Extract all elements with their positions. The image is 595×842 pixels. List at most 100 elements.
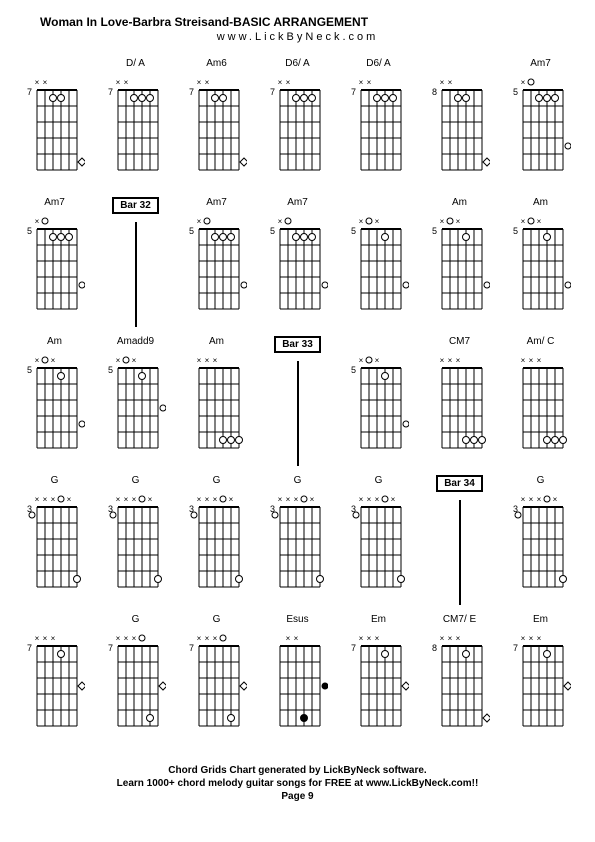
svg-text:×: × xyxy=(528,356,533,365)
svg-text:×: × xyxy=(196,634,201,643)
chord-cell: D6/ A××7 xyxy=(344,58,413,189)
svg-text:×: × xyxy=(528,634,533,643)
svg-text:×: × xyxy=(447,78,452,87)
chord-name: D6/ A xyxy=(285,58,309,70)
svg-text:7: 7 xyxy=(188,87,193,97)
svg-text:×: × xyxy=(358,495,363,504)
chord-name: G xyxy=(213,614,221,626)
chord-cell: Am××× xyxy=(182,336,251,467)
svg-text:×: × xyxy=(228,495,233,504)
svg-text:×: × xyxy=(123,78,128,87)
chord-diagram: ×5 xyxy=(25,213,85,328)
chord-name: D/ A xyxy=(126,58,145,70)
svg-text:×: × xyxy=(520,356,525,365)
chord-cell: Am7 ×5 xyxy=(506,58,575,189)
svg-text:×: × xyxy=(439,78,444,87)
svg-text:×: × xyxy=(285,78,290,87)
svg-text:×: × xyxy=(34,217,39,226)
chord-cell: G××××3 xyxy=(20,475,89,606)
svg-text:×: × xyxy=(212,356,217,365)
svg-text:8: 8 xyxy=(431,643,436,653)
svg-text:5: 5 xyxy=(512,87,517,97)
chord-diagram: ××7 xyxy=(25,74,85,189)
chord-cell: G×××7 xyxy=(182,614,251,745)
svg-text:×: × xyxy=(366,495,371,504)
svg-text:×: × xyxy=(447,356,452,365)
chord-diagram: ××7 xyxy=(106,74,166,189)
chord-cell: D/ A ××7 xyxy=(101,58,170,189)
svg-text:×: × xyxy=(277,217,282,226)
svg-text:×: × xyxy=(34,78,39,87)
chord-name: Esus xyxy=(286,614,308,626)
chord-cell: ××5 xyxy=(344,197,413,328)
chord-name: Amadd9 xyxy=(117,336,154,348)
svg-text:×: × xyxy=(309,495,314,504)
chord-diagram: ××5 xyxy=(106,352,166,467)
chord-name: Am7 xyxy=(530,58,551,70)
svg-text:×: × xyxy=(439,217,444,226)
chord-name: G xyxy=(213,475,221,487)
svg-text:×: × xyxy=(293,495,298,504)
svg-text:×: × xyxy=(34,634,39,643)
footer-page: Page 9 xyxy=(10,791,585,802)
chord-cell: Amadd9 ××5 xyxy=(101,336,170,467)
chord-cell: G ××××3 xyxy=(182,475,251,606)
svg-text:×: × xyxy=(374,217,379,226)
footer-line2: Learn 1000+ chord melody guitar songs fo… xyxy=(10,778,585,789)
svg-text:×: × xyxy=(115,78,120,87)
svg-text:×: × xyxy=(196,78,201,87)
chord-cell: ××8 xyxy=(425,58,494,189)
chord-diagram: ××××3 xyxy=(187,491,247,606)
svg-text:×: × xyxy=(204,78,209,87)
chord-name: Em xyxy=(533,614,548,626)
svg-text:×: × xyxy=(196,356,201,365)
chord-cell: G××××3 xyxy=(344,475,413,606)
svg-text:5: 5 xyxy=(107,365,112,375)
chord-diagram: ××5 xyxy=(349,352,409,467)
svg-text:×: × xyxy=(439,634,444,643)
svg-text:×: × xyxy=(358,78,363,87)
svg-text:×: × xyxy=(536,495,541,504)
svg-text:×: × xyxy=(50,356,55,365)
bar-line xyxy=(459,500,461,605)
chord-diagram: ××7 xyxy=(268,74,328,189)
chord-diagram: ××5 xyxy=(430,213,490,328)
page-title: Woman In Love-Barbra Streisand-BASIC ARR… xyxy=(40,15,585,29)
svg-text:×: × xyxy=(115,634,120,643)
svg-text:8: 8 xyxy=(431,87,436,97)
chord-cell: Bar 33 xyxy=(263,336,332,467)
chord-diagram: ×5 xyxy=(187,213,247,328)
svg-text:×: × xyxy=(196,217,201,226)
svg-text:×: × xyxy=(50,634,55,643)
chord-diagram: ×××7 xyxy=(25,630,85,745)
chord-name: D6/ A xyxy=(366,58,390,70)
svg-text:×: × xyxy=(123,634,128,643)
chord-cell: Am7 ×5 xyxy=(20,197,89,328)
chord-name: Am7 xyxy=(44,197,65,209)
chord-name: Am7 xyxy=(206,197,227,209)
chord-cell: Esus×× xyxy=(263,614,332,745)
chord-name: Am xyxy=(452,197,467,209)
chord-grid: ××7D/ A××7Am6××7D6/ A××7D6/ A××7××8Am7×5… xyxy=(20,58,575,745)
svg-text:×: × xyxy=(115,356,120,365)
bar-label: Bar 32 xyxy=(112,197,159,214)
bar-label: Bar 33 xyxy=(274,336,321,353)
svg-text:×: × xyxy=(520,78,525,87)
svg-text:×: × xyxy=(536,634,541,643)
chord-cell: Am/ C××× xyxy=(506,336,575,467)
chord-name: G xyxy=(375,475,383,487)
svg-text:7: 7 xyxy=(188,643,193,653)
chord-cell: G××××3 xyxy=(101,475,170,606)
chord-diagram: ××5 xyxy=(25,352,85,467)
chord-diagram: ×××7 xyxy=(511,630,571,745)
chord-name: CM7 xyxy=(449,336,470,348)
svg-text:×: × xyxy=(374,634,379,643)
svg-text:5: 5 xyxy=(269,226,274,236)
chord-cell: CM7××× xyxy=(425,336,494,467)
chord-diagram: ××5 xyxy=(511,213,571,328)
chord-name: Am6 xyxy=(206,58,227,70)
chord-name: Am7 xyxy=(287,197,308,209)
svg-text:×: × xyxy=(34,495,39,504)
chord-cell: Am××5 xyxy=(20,336,89,467)
chord-diagram: ××7 xyxy=(187,74,247,189)
